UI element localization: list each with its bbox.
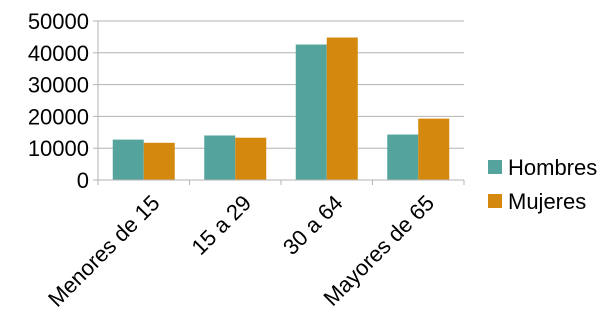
bars — [112, 37, 450, 181]
gridlines — [98, 20, 464, 149]
y-tick-label: 10000 — [28, 136, 89, 161]
x-tick-label: Menores de 15 — [43, 190, 164, 311]
legend: Hombres Mujeres — [488, 155, 597, 214]
legend-label: Hombres — [508, 155, 597, 180]
legend-swatch — [488, 160, 502, 174]
y-tick-label: 30000 — [28, 73, 89, 98]
axes — [93, 20, 465, 185]
bar-mujeres-1 — [143, 142, 175, 180]
y-tick-label: 40000 — [28, 41, 89, 66]
bar-mujeres-2 — [235, 137, 267, 180]
y-tick-label: 50000 — [28, 9, 89, 34]
bar-hombres-4 — [387, 134, 419, 180]
legend-swatch — [488, 194, 502, 208]
x-tick-label: 30 a 64 — [278, 190, 348, 260]
bar-hombres-3 — [295, 44, 327, 181]
bar-mujeres-4 — [418, 118, 450, 180]
bar-hombres-2 — [204, 135, 236, 180]
legend-label: Mujeres — [508, 189, 586, 214]
x-tick-label: 15 a 29 — [187, 190, 257, 260]
bar-mujeres-3 — [326, 37, 358, 181]
y-tick-label: 0 — [77, 168, 89, 193]
bar-hombres-1 — [112, 139, 144, 180]
y-tick-labels: 0 10000 20000 30000 40000 50000 — [28, 9, 89, 193]
y-tick-label: 20000 — [28, 104, 89, 129]
